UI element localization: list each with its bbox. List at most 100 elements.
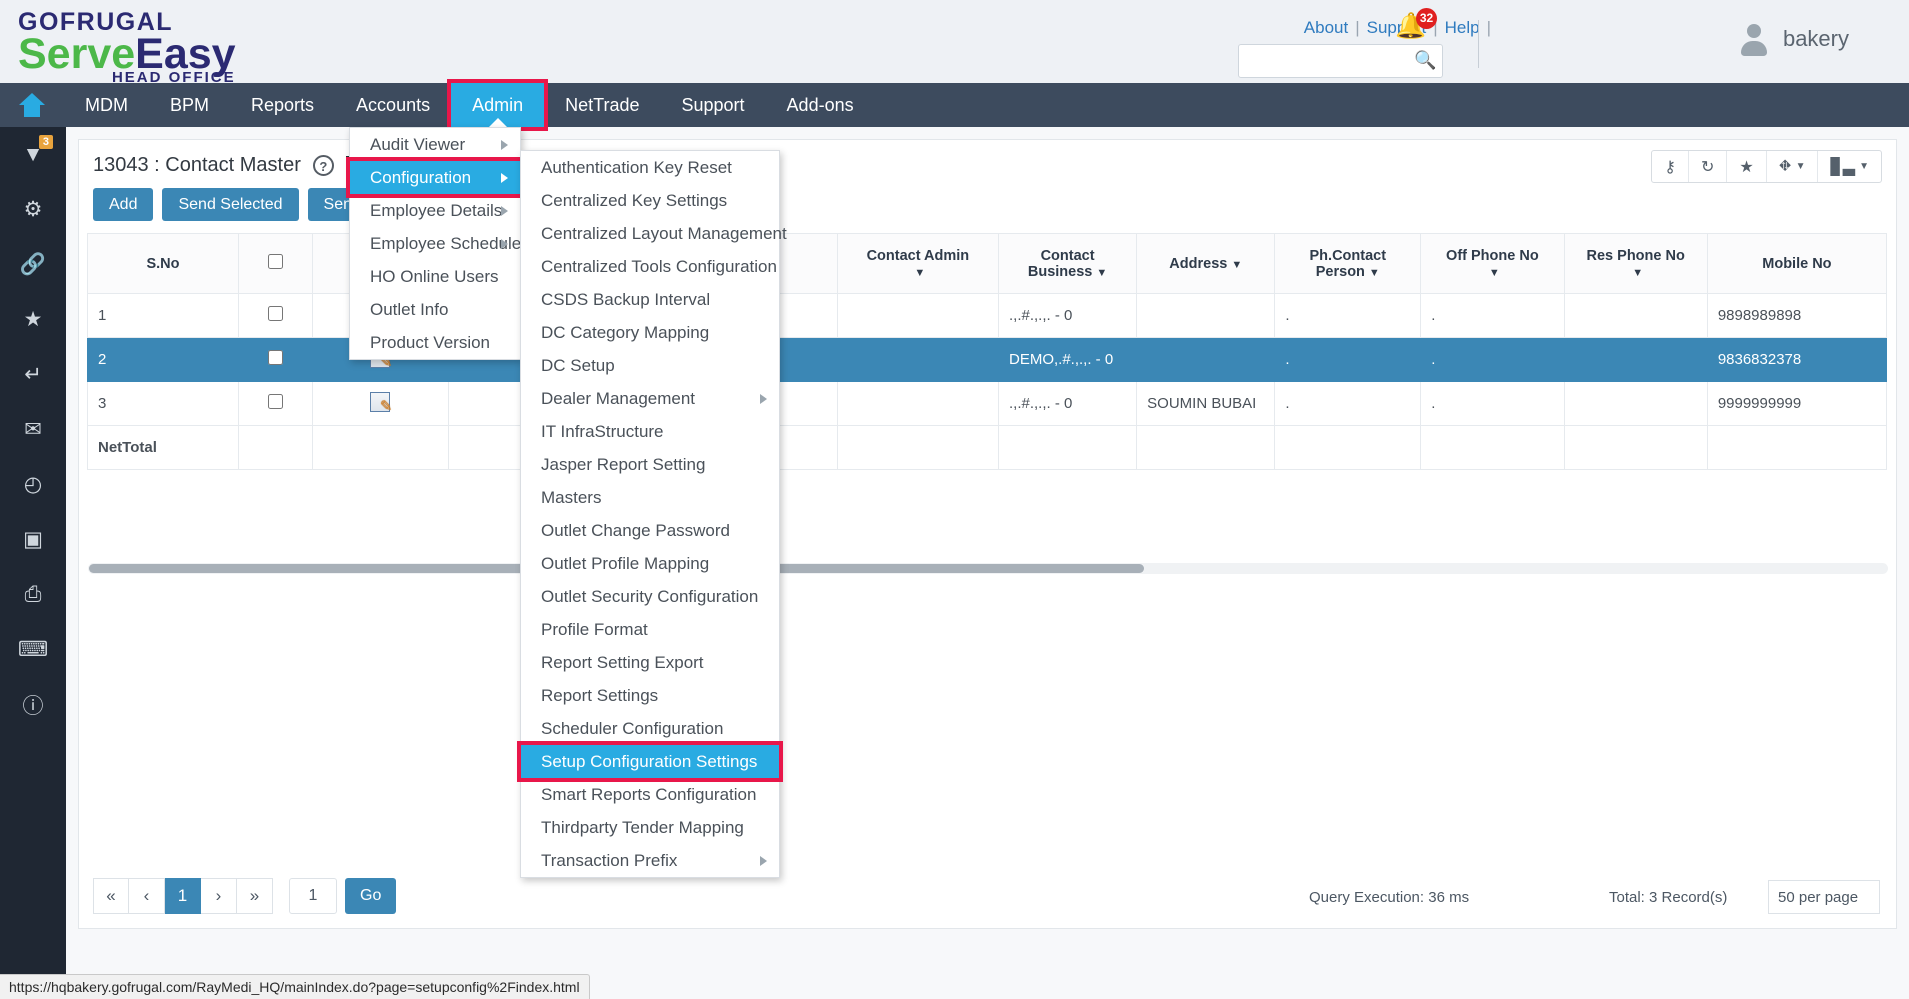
menu-item-dc-category-mapping[interactable]: DC Category Mapping bbox=[521, 316, 779, 349]
cell-checkbox[interactable] bbox=[237, 337, 314, 382]
menu-item-dc-setup[interactable]: DC Setup bbox=[521, 349, 779, 382]
header-search[interactable]: 🔍 bbox=[1238, 44, 1443, 78]
menu-item-employee-details[interactable]: Employee Details bbox=[350, 194, 520, 227]
menu-item-ho-online-users[interactable]: HO Online Users bbox=[350, 260, 520, 293]
nav-item-mdm[interactable]: MDM bbox=[85, 94, 128, 115]
nav-item-reports[interactable]: Reports bbox=[251, 94, 315, 115]
rail-settings-button[interactable]: ⚙ bbox=[0, 182, 66, 237]
menu-item-audit-viewer[interactable]: Audit Viewer bbox=[350, 128, 520, 161]
menu-item-profile-format[interactable]: Profile Format bbox=[521, 613, 779, 646]
menu-item-transaction-prefix[interactable]: Transaction Prefix bbox=[521, 844, 779, 877]
page-prev-button[interactable]: ‹ bbox=[129, 878, 165, 914]
nav-item-addons[interactable]: Add-ons bbox=[786, 94, 854, 115]
select-all-checkbox[interactable] bbox=[268, 254, 284, 269]
rail-print-button[interactable]: ⎙ bbox=[0, 567, 66, 622]
row-checkbox[interactable] bbox=[268, 306, 284, 321]
menu-item-centralized-key-settings[interactable]: Centralized Key Settings bbox=[521, 184, 779, 217]
refresh-button[interactable]: ↻ bbox=[1689, 151, 1728, 182]
nav-item-nettrade[interactable]: NetTrade bbox=[565, 94, 640, 115]
menu-item-configuration[interactable]: Configuration bbox=[346, 157, 524, 198]
col-sno[interactable]: S.No bbox=[87, 233, 239, 294]
nav-item-accounts[interactable]: Accounts bbox=[356, 94, 431, 115]
menu-item-outlet-change-password[interactable]: Outlet Change Password bbox=[521, 514, 779, 547]
menu-item-report-settings[interactable]: Report Settings bbox=[521, 679, 779, 712]
page-goto-input[interactable] bbox=[289, 878, 337, 914]
per-page-select[interactable]: 50 per page bbox=[1768, 880, 1880, 914]
page-first-button[interactable]: « bbox=[93, 878, 129, 914]
menu-item-outlet-info[interactable]: Outlet Info bbox=[350, 293, 520, 326]
menu-item-outlet-security-configuration[interactable]: Outlet Security Configuration bbox=[521, 580, 779, 613]
user-menu[interactable]: bakery bbox=[1739, 22, 1849, 56]
sort-caret-icon-8[interactable]: ▼ bbox=[1632, 266, 1644, 279]
nav-home-button[interactable] bbox=[0, 83, 64, 127]
cell-checkbox[interactable] bbox=[237, 381, 314, 426]
sort-caret-icon-4[interactable]: ▼ bbox=[1096, 266, 1108, 279]
cell-checkbox[interactable] bbox=[237, 293, 314, 338]
rail-filter-button[interactable]: ▼ 3 bbox=[0, 127, 66, 182]
row-checkbox[interactable] bbox=[268, 394, 284, 409]
app-logo[interactable]: GOFRUGAL ServeEasy HEAD OFFICE bbox=[18, 8, 236, 86]
col-res-phone[interactable]: Res Phone No ▼ bbox=[1563, 233, 1708, 294]
menu-item-it-infrastructure[interactable]: IT InfraStructure bbox=[521, 415, 779, 448]
help-circle-icon[interactable]: ? bbox=[312, 155, 334, 176]
rail-mail-button[interactable]: ✉ bbox=[0, 402, 66, 457]
col-off-phone[interactable]: Off Phone No ▼ bbox=[1420, 233, 1565, 294]
menu-item-jasper-report-setting[interactable]: Jasper Report Setting bbox=[521, 448, 779, 481]
page-last-button[interactable]: » bbox=[237, 878, 273, 914]
support-link[interactable]: Support bbox=[1366, 18, 1427, 37]
menu-item-masters[interactable]: Masters bbox=[521, 481, 779, 514]
col-mobile[interactable]: Mobile No bbox=[1706, 233, 1888, 294]
menu-item-employee-schedule[interactable]: Employee Schedule bbox=[350, 227, 521, 260]
page-go-button[interactable]: Go bbox=[345, 878, 397, 914]
nav-item-bpm[interactable]: BPM bbox=[170, 94, 210, 115]
send-selected-button[interactable]: Send Selected bbox=[162, 188, 299, 221]
search-icon[interactable]: 🔍 bbox=[1414, 50, 1437, 70]
menu-item-centralized-layout-management[interactable]: Centralized Layout Management bbox=[521, 217, 787, 250]
cell-edit[interactable] bbox=[312, 381, 449, 426]
rail-slideshow-button[interactable]: ▣ bbox=[0, 512, 66, 567]
rail-clock-button[interactable]: ◴ bbox=[0, 457, 66, 512]
sort-caret-icon-6[interactable]: ▼ bbox=[1368, 266, 1380, 279]
rail-export-button[interactable]: ↵ bbox=[0, 347, 66, 402]
menu-item-setup-configuration-settings[interactable]: Setup Configuration Settings bbox=[517, 741, 783, 782]
menu-item-outlet-profile-mapping[interactable]: Outlet Profile Mapping bbox=[521, 547, 779, 580]
col-contact-admin[interactable]: Contact Admin ▼ bbox=[836, 233, 999, 294]
search-input[interactable] bbox=[1239, 45, 1407, 77]
rail-favorite-button[interactable]: ★ bbox=[0, 292, 66, 347]
menu-item-authentication-key-reset[interactable]: Authentication Key Reset bbox=[521, 151, 779, 184]
menu-item-report-setting-export[interactable]: Report Setting Export bbox=[521, 646, 779, 679]
menu-item-dealer-management[interactable]: Dealer Management bbox=[521, 382, 779, 415]
table-row[interactable]: 3 9571 SOUMIN BUBAI .,.#.,.,. - 0 SOUMIN… bbox=[87, 381, 1888, 426]
menu-item-scheduler-configuration[interactable]: Scheduler Configuration bbox=[521, 712, 779, 745]
page-1-button[interactable]: 1 bbox=[165, 878, 201, 914]
add-button[interactable]: Add bbox=[93, 188, 154, 221]
col-select-all[interactable] bbox=[237, 233, 314, 294]
edit-icon[interactable] bbox=[370, 391, 392, 415]
sort-caret-icon-3[interactable]: ▼ bbox=[914, 266, 926, 279]
nav-item-admin[interactable]: Admin bbox=[447, 79, 549, 131]
rail-help-button[interactable]: ⓘ bbox=[0, 677, 66, 732]
page-next-button[interactable]: › bbox=[201, 878, 237, 914]
favorite-button[interactable]: ★ bbox=[1727, 151, 1767, 182]
menu-item-smart-reports-configuration[interactable]: Smart Reports Configuration bbox=[521, 778, 779, 811]
horizontal-scrollbar[interactable] bbox=[88, 563, 1888, 574]
col-contact-business[interactable]: Contact Business ▼ bbox=[997, 233, 1138, 294]
col-address[interactable]: Address ▼ bbox=[1136, 233, 1276, 294]
rail-keyboard-button[interactable]: ⌨ bbox=[0, 622, 66, 677]
sort-caret-icon-7[interactable]: ▼ bbox=[1488, 266, 1500, 279]
menu-item-centralized-tools-configuration[interactable]: Centralized Tools Configuration bbox=[521, 250, 779, 283]
menu-item-thirdparty-tender-mapping[interactable]: Thirdparty Tender Mapping bbox=[521, 811, 779, 844]
sort-caret-icon-5[interactable]: ▼ bbox=[1231, 258, 1243, 271]
about-link[interactable]: About bbox=[1303, 18, 1349, 37]
hierarchy-button[interactable]: ⛖ ▼ bbox=[1767, 151, 1819, 182]
help-link[interactable]: Help bbox=[1444, 18, 1480, 37]
nav-item-support[interactable]: Support bbox=[681, 94, 745, 115]
rail-link-button[interactable]: 🔗 bbox=[0, 237, 66, 292]
menu-item-product-version[interactable]: Product Version bbox=[350, 326, 520, 359]
settings-key-button[interactable]: ⚷ bbox=[1652, 151, 1690, 182]
menu-item-csds-backup-interval[interactable]: CSDS Backup Interval bbox=[521, 283, 779, 316]
chart-button[interactable]: ▊▃ ▼ bbox=[1818, 151, 1881, 182]
notifications-button[interactable]: 🔔 32 bbox=[1395, 8, 1437, 48]
col-ph-contact-person[interactable]: Ph.Contact Person ▼ bbox=[1274, 233, 1422, 294]
row-checkbox[interactable] bbox=[268, 350, 284, 365]
